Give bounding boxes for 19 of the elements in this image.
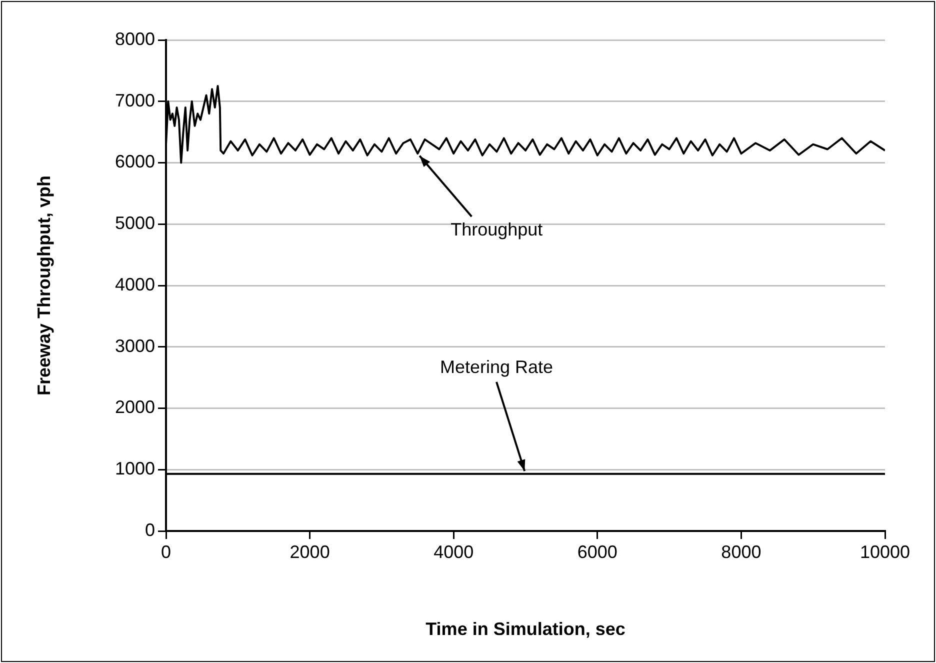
x-tick-label: 2000 bbox=[290, 542, 330, 562]
y-tick-label: 1000 bbox=[114, 458, 155, 479]
annotation: Metering Rate bbox=[440, 356, 554, 377]
x-tick-label: 0 bbox=[160, 542, 172, 562]
x-tick-label: 8000 bbox=[721, 542, 762, 562]
x-axis-title: Time in Simulation, sec bbox=[426, 619, 626, 640]
annotation: Throughput bbox=[450, 220, 543, 240]
y-tick-label: 2000 bbox=[114, 397, 155, 418]
x-tick-label: 6000 bbox=[577, 542, 618, 562]
y-axis-title: Freeway Throughput, vph bbox=[34, 175, 54, 396]
y-tick-label: 6000 bbox=[114, 152, 155, 172]
x-tick-label: 4000 bbox=[434, 542, 474, 562]
x-tick-label: 10000 bbox=[860, 542, 910, 562]
y-tick-label: 7000 bbox=[114, 90, 155, 110]
y-tick-label: 4000 bbox=[114, 274, 155, 294]
y-tick-label: 5000 bbox=[114, 213, 155, 234]
y-tick-label: 8000 bbox=[114, 28, 155, 49]
y-tick-label: 0 bbox=[144, 520, 155, 540]
y-tick-label: 3000 bbox=[114, 336, 155, 356]
